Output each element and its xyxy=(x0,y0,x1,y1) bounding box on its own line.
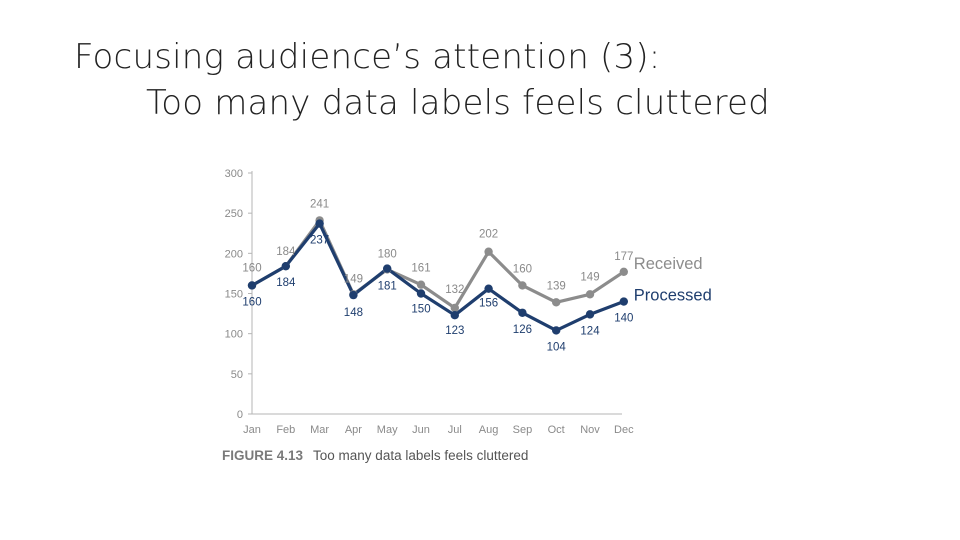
data-point-received xyxy=(619,267,628,277)
figure-caption: FIGURE 4.13 Too many data labels feels cl… xyxy=(222,448,528,463)
data-point-processed xyxy=(349,290,358,300)
x-tick-label: Aug xyxy=(479,424,499,436)
x-tick-label: May xyxy=(377,424,398,436)
slide-title-line1: Focusing audience’s attention (3): xyxy=(74,37,661,77)
data-label-processed: 156 xyxy=(479,298,498,310)
x-tick-label: Dec xyxy=(614,424,634,436)
x-tick-label: Mar xyxy=(310,424,329,436)
data-point-processed xyxy=(450,310,459,320)
y-tick-label: 50 xyxy=(231,369,243,381)
data-label-received: 149 xyxy=(580,271,599,283)
data-label-processed: 104 xyxy=(547,341,567,353)
data-point-processed xyxy=(416,289,426,298)
data-point-received xyxy=(450,303,459,313)
y-tick-label: 100 xyxy=(225,329,243,341)
data-point-processed xyxy=(484,284,493,293)
data-point-processed xyxy=(383,264,392,273)
data-label-received: 139 xyxy=(547,280,566,292)
data-label-processed: 150 xyxy=(411,304,430,316)
data-point-processed xyxy=(619,297,628,306)
y-tick-label: 200 xyxy=(225,248,243,260)
legend-label-received: Received xyxy=(634,255,703,273)
data-label-received: 161 xyxy=(411,263,430,275)
x-tick-label: Nov xyxy=(580,424,600,436)
data-point-processed xyxy=(315,219,324,228)
x-tick-label: Feb xyxy=(276,424,295,436)
y-tick-label: 0 xyxy=(237,409,243,421)
data-label-processed: 181 xyxy=(378,281,397,293)
series-line-received xyxy=(250,218,626,310)
data-label-processed: 123 xyxy=(445,325,464,337)
x-tick-label: Oct xyxy=(548,424,565,436)
data-point-received xyxy=(484,247,493,256)
data-point-received xyxy=(585,290,595,299)
data-label-received: 160 xyxy=(513,263,532,275)
figure-caption-text: Too many data labels feels cluttered xyxy=(313,448,529,463)
legend-label-processed: Processed xyxy=(634,287,712,305)
data-point-processed xyxy=(281,261,290,271)
y-tick-label: 250 xyxy=(225,208,243,220)
data-label-received: 132 xyxy=(445,284,464,296)
data-label-received: 202 xyxy=(479,229,498,241)
data-label-received: 184 xyxy=(276,246,296,258)
x-tick-label: Jun xyxy=(412,424,430,436)
x-tick-label: Jul xyxy=(448,424,462,436)
slide-title-line2: Too many data labels feels cluttered xyxy=(146,83,770,123)
y-tick-label: 150 xyxy=(225,289,243,301)
x-tick-label: Sep xyxy=(513,424,533,436)
data-point-received xyxy=(518,281,527,290)
y-tick-label: 300 xyxy=(225,168,243,180)
x-tick-label: Jan xyxy=(243,424,261,436)
data-label-received: 149 xyxy=(344,273,363,285)
x-tick-label: Apr xyxy=(345,424,362,436)
data-label-processed: 237 xyxy=(310,235,329,247)
data-label-received: 160 xyxy=(242,262,261,274)
data-label-received: 180 xyxy=(378,248,397,260)
data-label-processed: 124 xyxy=(580,325,600,337)
data-label-processed: 160 xyxy=(242,296,261,308)
data-label-processed: 140 xyxy=(614,313,633,325)
figure-number: FIGURE 4.13 xyxy=(222,448,304,463)
data-label-received: 177 xyxy=(614,251,633,263)
slide-title: Focusing audience’s attention (3): Too m… xyxy=(74,34,770,126)
data-point-processed xyxy=(247,281,257,290)
data-point-processed xyxy=(518,308,527,317)
data-point-processed xyxy=(552,326,561,335)
data-point-received xyxy=(552,298,561,307)
data-label-processed: 184 xyxy=(276,277,296,289)
series-line-processed xyxy=(250,222,626,333)
data-point-received xyxy=(416,280,426,289)
data-point-processed xyxy=(585,310,595,319)
data-label-processed: 126 xyxy=(513,324,532,336)
data-label-processed: 148 xyxy=(344,307,363,319)
data-label-received: 241 xyxy=(310,198,329,210)
